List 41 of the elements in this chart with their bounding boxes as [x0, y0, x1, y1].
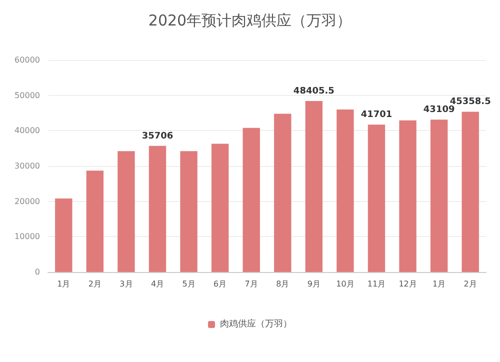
- y-tick-label: 50000: [14, 90, 40, 100]
- bar: [55, 198, 72, 272]
- chart-title: 2020年预计肉鸡供应（万羽）: [148, 12, 352, 30]
- bar: [399, 120, 416, 272]
- y-tick-label: 40000: [14, 126, 40, 136]
- y-tick-label: 60000: [14, 56, 40, 64]
- x-tick-label: 1月: [432, 280, 446, 288]
- y-tick-label: 0: [34, 268, 40, 276]
- y-tick-label: 10000: [14, 232, 40, 242]
- data-label: 35706: [142, 131, 174, 142]
- bar: [86, 170, 104, 272]
- bar: [242, 128, 260, 272]
- x-tick-label: 9月: [307, 280, 320, 288]
- x-tick-label: 4月: [150, 280, 164, 288]
- x-tick-label: 8月: [276, 280, 290, 288]
- x-tick-label: 3月: [120, 280, 133, 288]
- bar: [148, 146, 166, 272]
- x-tick-label: 1月: [57, 280, 70, 288]
- data-label: 41701: [360, 110, 392, 120]
- x-tick-label: 7月: [244, 280, 258, 288]
- bar: [462, 112, 479, 272]
- data-label: 48405.5: [293, 86, 334, 96]
- bar: [368, 124, 386, 272]
- bar: [274, 114, 292, 272]
- data-label: 43109: [423, 105, 455, 116]
- bar: [336, 109, 354, 272]
- bar: [305, 100, 323, 272]
- y-tick-label: 30000: [14, 162, 40, 170]
- x-tick-label: 12月: [398, 280, 417, 288]
- x-tick-label: 2月: [464, 280, 477, 288]
- x-tick-label: 5月: [182, 280, 196, 288]
- x-tick-label: 6月: [214, 280, 227, 288]
- x-tick-label: 10月: [336, 280, 354, 288]
- x-tick-label: 11月: [367, 280, 386, 288]
- y-tick-label: 20000: [14, 196, 40, 206]
- bar: [211, 144, 229, 272]
- legend-label: 肉鸡供应（万羽）: [220, 318, 292, 330]
- bar: [118, 151, 135, 272]
- x-tick-label: 2月: [88, 280, 102, 288]
- bar: [180, 151, 198, 272]
- bar: [430, 120, 448, 272]
